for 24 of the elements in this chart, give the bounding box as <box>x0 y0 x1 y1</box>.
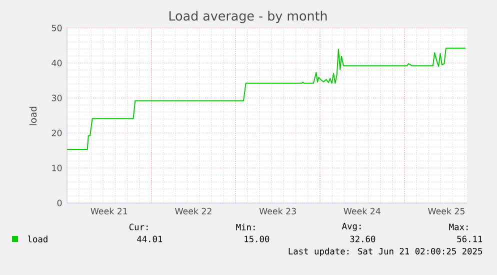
chart-title: Load average - by month <box>169 10 327 24</box>
text: 32.60 <box>350 236 376 242</box>
legend-label: load <box>28 236 48 242</box>
text: Cur: <box>129 224 148 230</box>
x-tick-label: Week 24 <box>344 208 380 214</box>
y-tick-label: 50 <box>52 24 62 32</box>
line-series <box>66 48 466 150</box>
x-tick-label: Week 23 <box>259 208 296 214</box>
y-tick-label: 0 <box>57 200 62 206</box>
text: 44.01 <box>137 236 162 242</box>
text: Max: <box>449 224 468 230</box>
text: Min: <box>236 224 255 230</box>
y-axis-title: load <box>29 106 37 126</box>
y-tick-label: 10 <box>52 164 62 172</box>
y-tick-label: 40 <box>52 60 62 66</box>
text: Avg: <box>342 222 361 232</box>
text: 15.00 <box>244 236 270 242</box>
text: Last update: Sat Jun 21 02:00:25 2025 <box>288 248 482 256</box>
y-tick-label: 20 <box>52 130 62 136</box>
x-tick-label: Week 21 <box>90 208 128 214</box>
x-tick-label: Week 22 <box>175 208 212 214</box>
x-tick-label: Week 25 <box>428 208 464 214</box>
text: 56.11 <box>457 236 482 242</box>
y-tick-label: 30 <box>52 94 62 102</box>
